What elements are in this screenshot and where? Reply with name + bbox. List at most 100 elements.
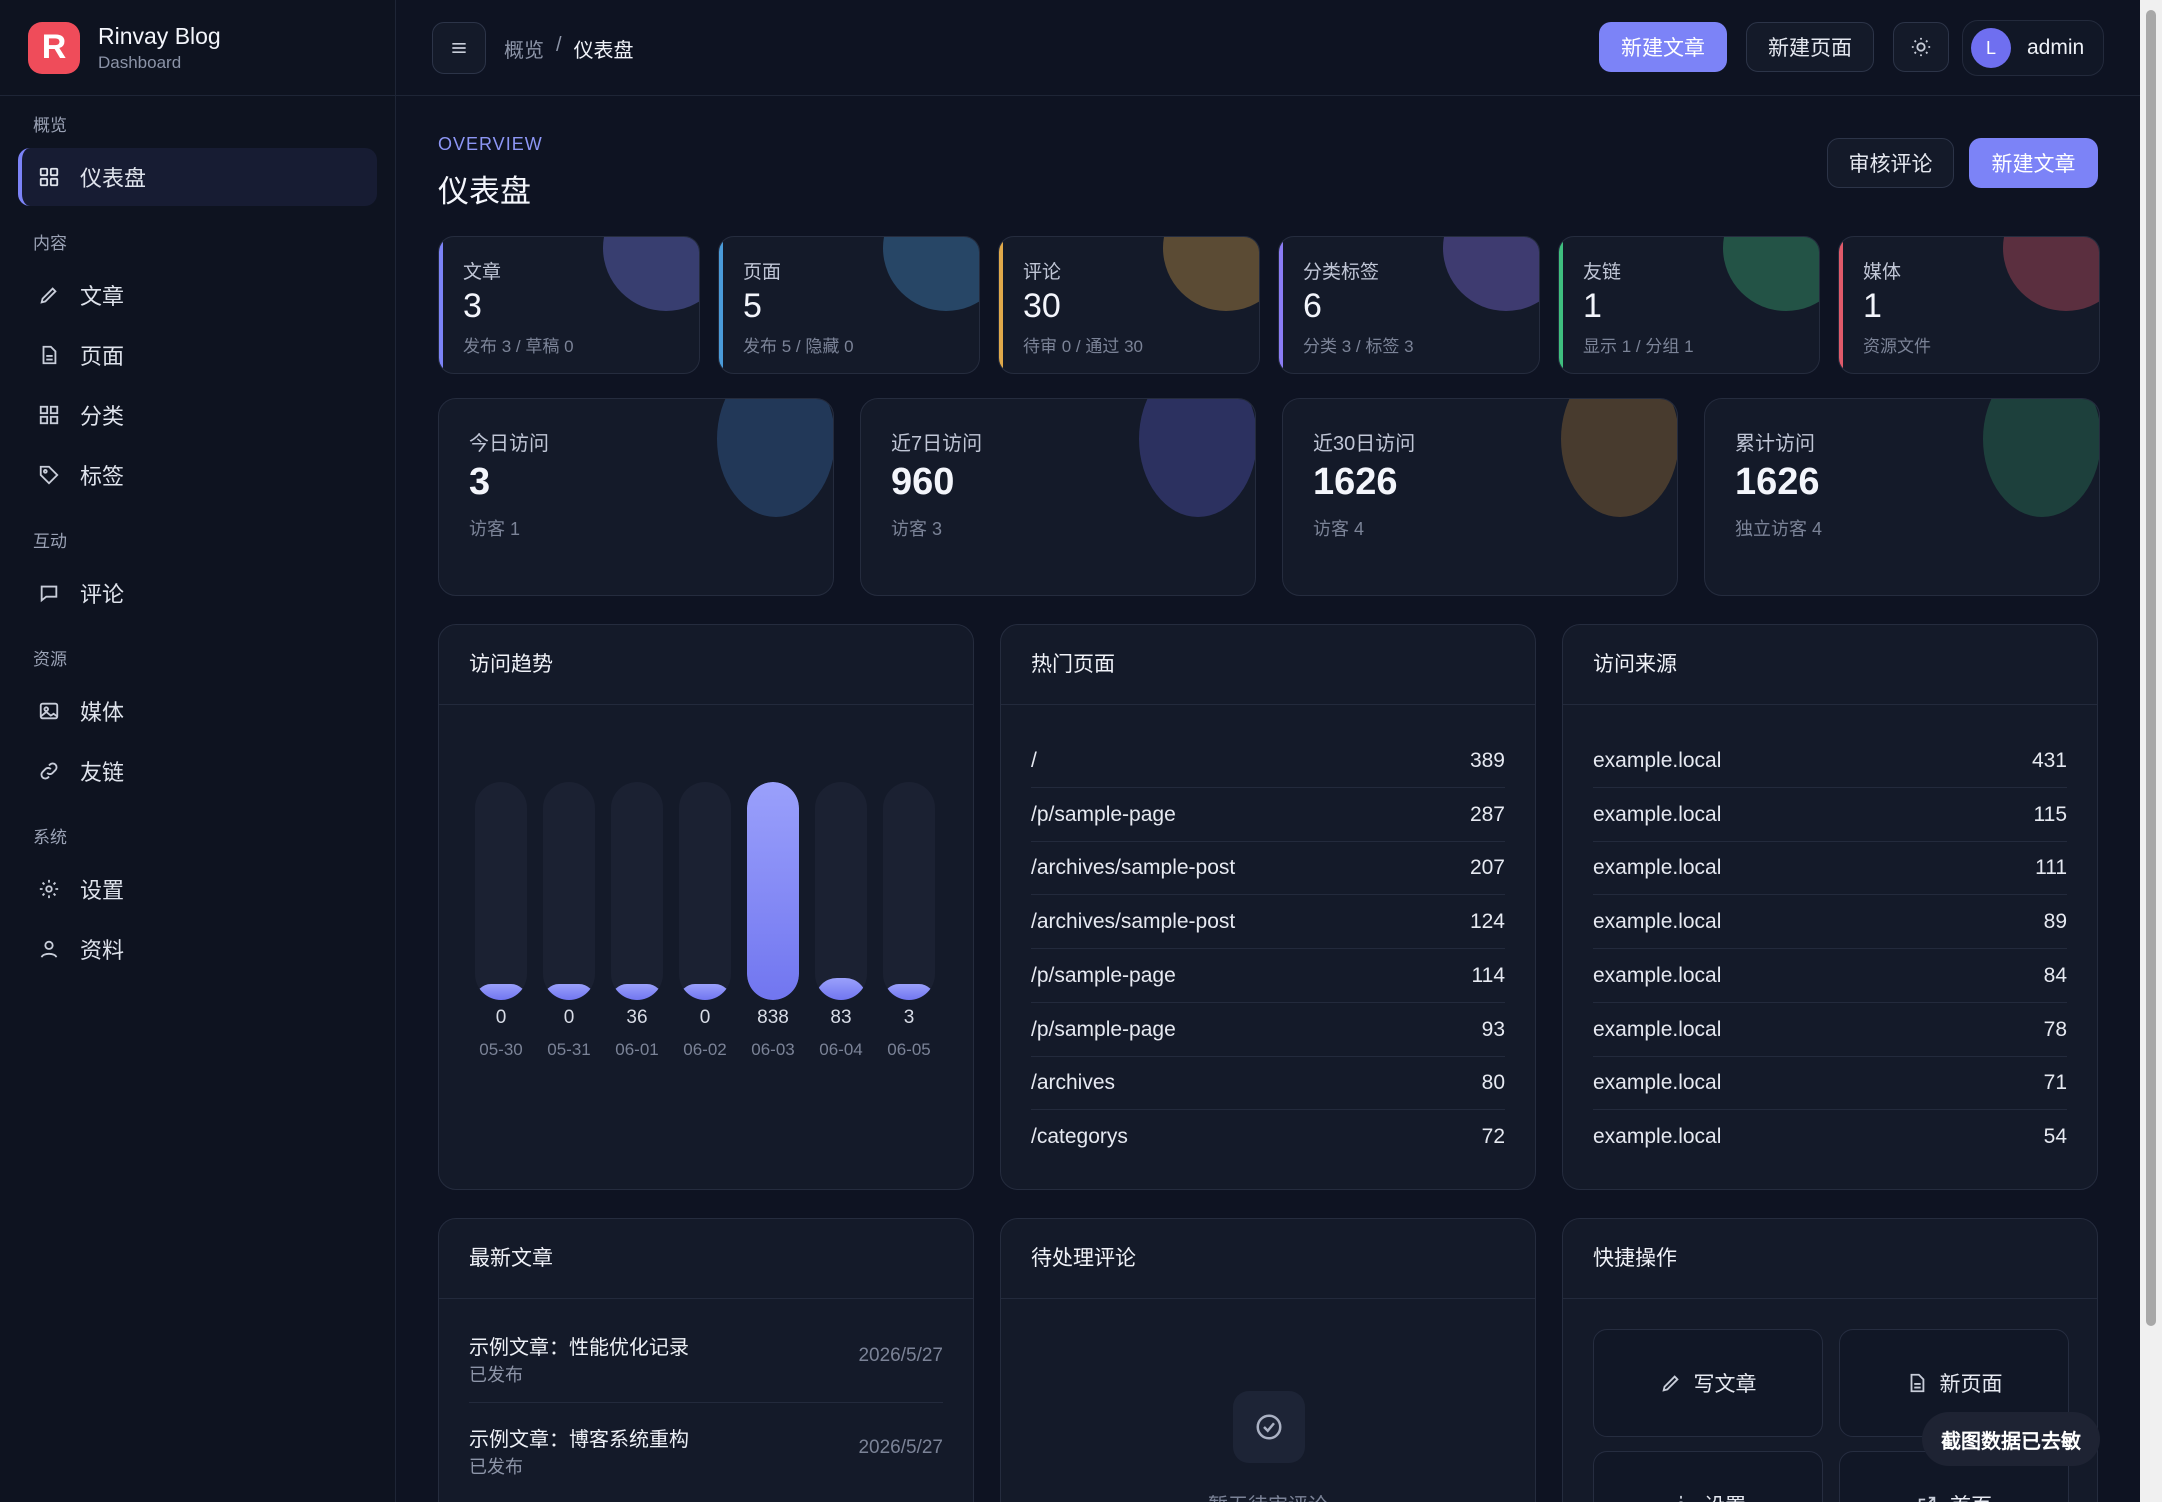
breadcrumb: 概览 / 仪表盘 — [504, 34, 634, 63]
panel-title: 热门页面 — [1001, 625, 1535, 705]
post-status: 已发布 — [469, 1365, 523, 1385]
hot-page-row[interactable]: /p/sample-page 114 — [1031, 950, 1505, 1003]
new-page-button[interactable]: 新建页面 — [1746, 22, 1874, 72]
panel-title: 访问趋势 — [439, 625, 973, 705]
stat-accent-bar — [719, 237, 723, 373]
source-row[interactable]: example.local 78 — [1593, 1004, 2067, 1057]
sidebar-item-label: 仪表盘 — [80, 166, 147, 191]
new-post-button-header[interactable]: 新建文章 — [1969, 138, 2098, 188]
quick-action-label: 设置 — [1704, 1490, 1746, 1502]
sidebar-item-media[interactable]: 媒体 — [18, 682, 377, 740]
stat-card[interactable]: 评论 30 待审 0 / 通过 30 — [998, 236, 1260, 374]
sidebar-item-profile[interactable]: 资料 — [18, 920, 377, 978]
sidebar-item-dashboard[interactable]: 仪表盘 — [18, 148, 377, 206]
quick-write-post-button[interactable]: 写文章 — [1593, 1329, 1823, 1437]
source-host: example.local — [1593, 1125, 1722, 1149]
chart-tick-label: 06-01 — [615, 1040, 659, 1059]
page-eyebrow: OVERVIEW — [438, 134, 543, 154]
visit-label: 近7日访问 — [891, 433, 983, 455]
page-path: /categorys — [1031, 1125, 1128, 1149]
theme-toggle-button[interactable] — [1893, 22, 1949, 72]
sidebar-item-settings[interactable]: 设置 — [18, 860, 377, 918]
chart-bar-fill — [611, 984, 663, 1000]
user-menu[interactable]: L admin — [1962, 20, 2104, 76]
stat-card[interactable]: 页面 5 发布 5 / 隐藏 0 — [718, 236, 980, 374]
sidebar-item-label: 友链 — [80, 760, 125, 785]
hot-page-row[interactable]: / 389 — [1031, 735, 1505, 788]
source-row[interactable]: example.local 111 — [1593, 842, 2067, 896]
source-row[interactable]: example.local 71 — [1593, 1057, 2067, 1111]
source-row[interactable]: example.local 115 — [1593, 789, 2067, 842]
chart-tick-label: 06-05 — [887, 1040, 931, 1059]
hot-page-row[interactable]: /archives 80 — [1031, 1057, 1505, 1111]
breadcrumb-separator: / — [556, 34, 562, 56]
page-path: /p/sample-page — [1031, 963, 1176, 987]
stat-sub: 显示 1 / 分组 1 — [1583, 337, 1694, 356]
chart-value-label: 0 — [699, 1007, 711, 1028]
source-row[interactable]: example.local 89 — [1593, 896, 2067, 950]
stat-card[interactable]: 友链 1 显示 1 / 分组 1 — [1558, 236, 1820, 374]
visit-value: 1626 — [1313, 461, 1398, 503]
source-row[interactable]: example.local 84 — [1593, 950, 2067, 1003]
hot-page-row[interactable]: /archives/sample-post 124 — [1031, 896, 1505, 950]
sidebar-item-label: 标签 — [80, 464, 125, 489]
sidebar-item-posts[interactable]: 文章 — [18, 266, 377, 324]
source-host: example.local — [1593, 802, 1722, 826]
hot-pages-panel: 热门页面 / 389/p/sample-page 287/archives/samp… — [1000, 624, 1536, 1190]
sidebar-item-label: 评论 — [80, 582, 125, 607]
sidebar-item-label: 媒体 — [80, 700, 125, 725]
hot-page-row[interactable]: /archives/sample-post 207 — [1031, 842, 1505, 896]
sidebar-item-pages[interactable]: 页面 — [18, 326, 377, 384]
scrollbar-thumb[interactable] — [2146, 10, 2156, 1326]
visit-value: 1626 — [1735, 461, 1820, 503]
source-count: 84 — [2043, 963, 2067, 987]
scrollbar[interactable] — [2140, 0, 2162, 1502]
username: admin — [2027, 36, 2085, 59]
hot-page-row[interactable]: /p/sample-page 287 — [1031, 789, 1505, 842]
post-item[interactable]: 示例文章：博客系统重构 已发布 2026/5/27 — [469, 1403, 943, 1495]
chart-bar — [475, 782, 527, 1000]
stat-card[interactable]: 文章 3 发布 3 / 草稿 0 — [438, 236, 700, 374]
source-row[interactable]: example.local 431 — [1593, 735, 2067, 788]
page-path: /p/sample-page — [1031, 1017, 1176, 1041]
brand-subtitle: Dashboard — [98, 52, 182, 72]
page-path: /archives/sample-post — [1031, 910, 1236, 934]
chart-bar — [747, 782, 799, 1000]
stat-card[interactable]: 分类标签 6 分类 3 / 标签 3 — [1278, 236, 1540, 374]
chart-tick-label: 05-31 — [547, 1040, 591, 1059]
chart-bar-fill — [679, 984, 731, 1000]
menu-toggle-button[interactable] — [432, 22, 486, 74]
page-path: / — [1031, 749, 1037, 772]
comment-icon — [40, 585, 58, 603]
new-post-button[interactable]: 新建文章 — [1599, 22, 1727, 72]
sources-panel: 访问来源 example.local 431 example.local 115 exa… — [1562, 624, 2098, 1190]
review-comments-button[interactable]: 审核评论 — [1827, 138, 1954, 188]
hot-page-row[interactable]: /p/sample-page 93 — [1031, 1004, 1505, 1057]
stat-decoration — [1163, 237, 1259, 311]
brand[interactable]: R Rinvay Blog Dashboard — [0, 0, 395, 96]
quick-settings-button[interactable]: 设置 — [1593, 1451, 1823, 1502]
visit-sub: 访客 1 — [469, 519, 521, 539]
sidebar-item-comments[interactable]: 评论 — [18, 564, 377, 622]
sidebar-item-label: 设置 — [80, 878, 125, 903]
nav-group-resources: 资源 — [33, 650, 67, 669]
post-item[interactable]: 示例文章：性能优化记录 已发布 2026/5/27 — [469, 1311, 943, 1403]
pencil-icon — [40, 287, 57, 304]
sidebar-item-links[interactable]: 友链 — [18, 742, 377, 800]
visit-decoration — [1139, 399, 1255, 517]
chart-value-label: 838 — [757, 1007, 789, 1028]
hot-page-row[interactable]: /categorys 72 — [1031, 1111, 1505, 1164]
page-count: 72 — [1481, 1125, 1505, 1149]
tag-icon — [39, 465, 59, 485]
stat-card[interactable]: 媒体 1 资源文件 — [1838, 236, 2100, 374]
sidebar-item-tags[interactable]: 标签 — [18, 446, 377, 504]
page-count: 114 — [1471, 963, 1505, 987]
sidebar-item-categories[interactable]: 分类 — [18, 386, 377, 444]
pending-comments-panel: 待处理评论 暂无待审评论 — [1000, 1218, 1536, 1502]
stat-value: 30 — [1023, 287, 1061, 325]
sidebar-item-label: 文章 — [80, 284, 125, 309]
source-row[interactable]: example.local 54 — [1593, 1111, 2067, 1164]
breadcrumb-parent[interactable]: 概览 — [504, 40, 544, 62]
toast-notice: 截图数据已去敏 — [1922, 1412, 2100, 1466]
page-title: 仪表盘 — [438, 174, 531, 209]
